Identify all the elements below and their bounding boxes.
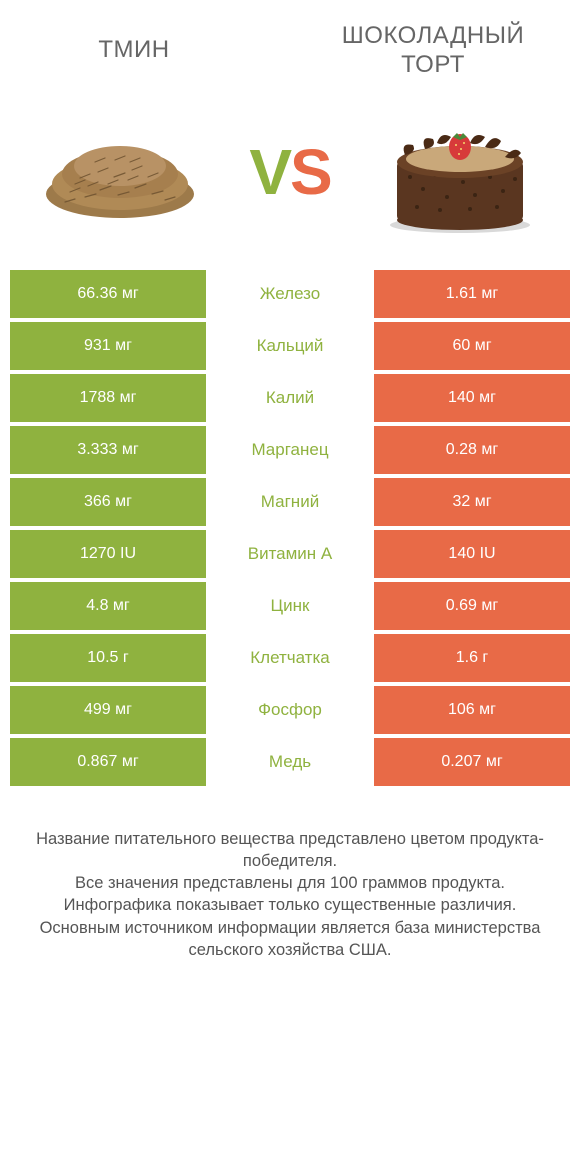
header: ТМИН ШОКОЛАДНЫЙ ТОРТ <box>0 0 580 92</box>
right-value-cell: 0.207 мг <box>374 738 570 786</box>
right-value-cell: 0.69 мг <box>374 582 570 630</box>
left-product-image <box>30 102 210 242</box>
left-value-cell: 3.333 мг <box>10 426 206 474</box>
vs-v: V <box>249 136 290 208</box>
right-value-cell: 1.6 г <box>374 634 570 682</box>
left-value-cell: 931 мг <box>10 322 206 370</box>
footer-line-2: Все значения представлены для 100 граммо… <box>30 872 550 894</box>
table-row: 366 мгМагний32 мг <box>10 478 570 526</box>
left-product-title: ТМИН <box>30 36 238 65</box>
left-value-cell: 0.867 мг <box>10 738 206 786</box>
left-value-cell: 1788 мг <box>10 374 206 422</box>
nutrient-label-cell: Кальций <box>206 322 374 370</box>
left-value-cell: 4.8 мг <box>10 582 206 630</box>
right-product-image <box>370 102 550 242</box>
nutrient-label-cell: Клетчатка <box>206 634 374 682</box>
table-row: 10.5 гКлетчатка1.6 г <box>10 634 570 682</box>
right-value-cell: 106 мг <box>374 686 570 734</box>
comparison-table: 66.36 мгЖелезо1.61 мг931 мгКальций60 мг1… <box>0 270 580 786</box>
cumin-seeds-icon <box>40 122 200 222</box>
vs-s: S <box>290 136 331 208</box>
table-row: 3.333 мгМарганец0.28 мг <box>10 426 570 474</box>
images-row: VS <box>0 92 580 270</box>
nutrient-label-cell: Марганец <box>206 426 374 474</box>
table-row: 1788 мгКалий140 мг <box>10 374 570 422</box>
left-value-cell: 499 мг <box>10 686 206 734</box>
left-value-cell: 366 мг <box>10 478 206 526</box>
table-row: 499 мгФосфор106 мг <box>10 686 570 734</box>
footer-line-1: Название питательного вещества представл… <box>30 828 550 873</box>
left-value-cell: 10.5 г <box>10 634 206 682</box>
nutrient-label-cell: Калий <box>206 374 374 422</box>
nutrient-label-cell: Медь <box>206 738 374 786</box>
right-value-cell: 0.28 мг <box>374 426 570 474</box>
table-row: 4.8 мгЦинк0.69 мг <box>10 582 570 630</box>
right-value-cell: 1.61 мг <box>374 270 570 318</box>
nutrient-label-cell: Витамин A <box>206 530 374 578</box>
table-row: 931 мгКальций60 мг <box>10 322 570 370</box>
left-value-cell: 66.36 мг <box>10 270 206 318</box>
nutrient-label-cell: Магний <box>206 478 374 526</box>
nutrient-label-cell: Железо <box>206 270 374 318</box>
left-value-cell: 1270 IU <box>10 530 206 578</box>
nutrient-label-cell: Цинк <box>206 582 374 630</box>
chocolate-cake-icon <box>375 107 545 237</box>
right-value-cell: 140 IU <box>374 530 570 578</box>
nutrient-label-cell: Фосфор <box>206 686 374 734</box>
footer-notes: Название питательного вещества представл… <box>0 790 580 962</box>
right-value-cell: 32 мг <box>374 478 570 526</box>
right-product-title: ШОКОЛАДНЫЙ ТОРТ <box>316 22 550 80</box>
table-row: 1270 IUВитамин A140 IU <box>10 530 570 578</box>
vs-label: VS <box>249 135 330 209</box>
right-value-cell: 140 мг <box>374 374 570 422</box>
footer-line-3: Инфографика показывает только существенн… <box>30 894 550 916</box>
footer-line-4: Основным источником информации является … <box>30 917 550 962</box>
table-row: 0.867 мгМедь0.207 мг <box>10 738 570 786</box>
right-value-cell: 60 мг <box>374 322 570 370</box>
table-row: 66.36 мгЖелезо1.61 мг <box>10 270 570 318</box>
